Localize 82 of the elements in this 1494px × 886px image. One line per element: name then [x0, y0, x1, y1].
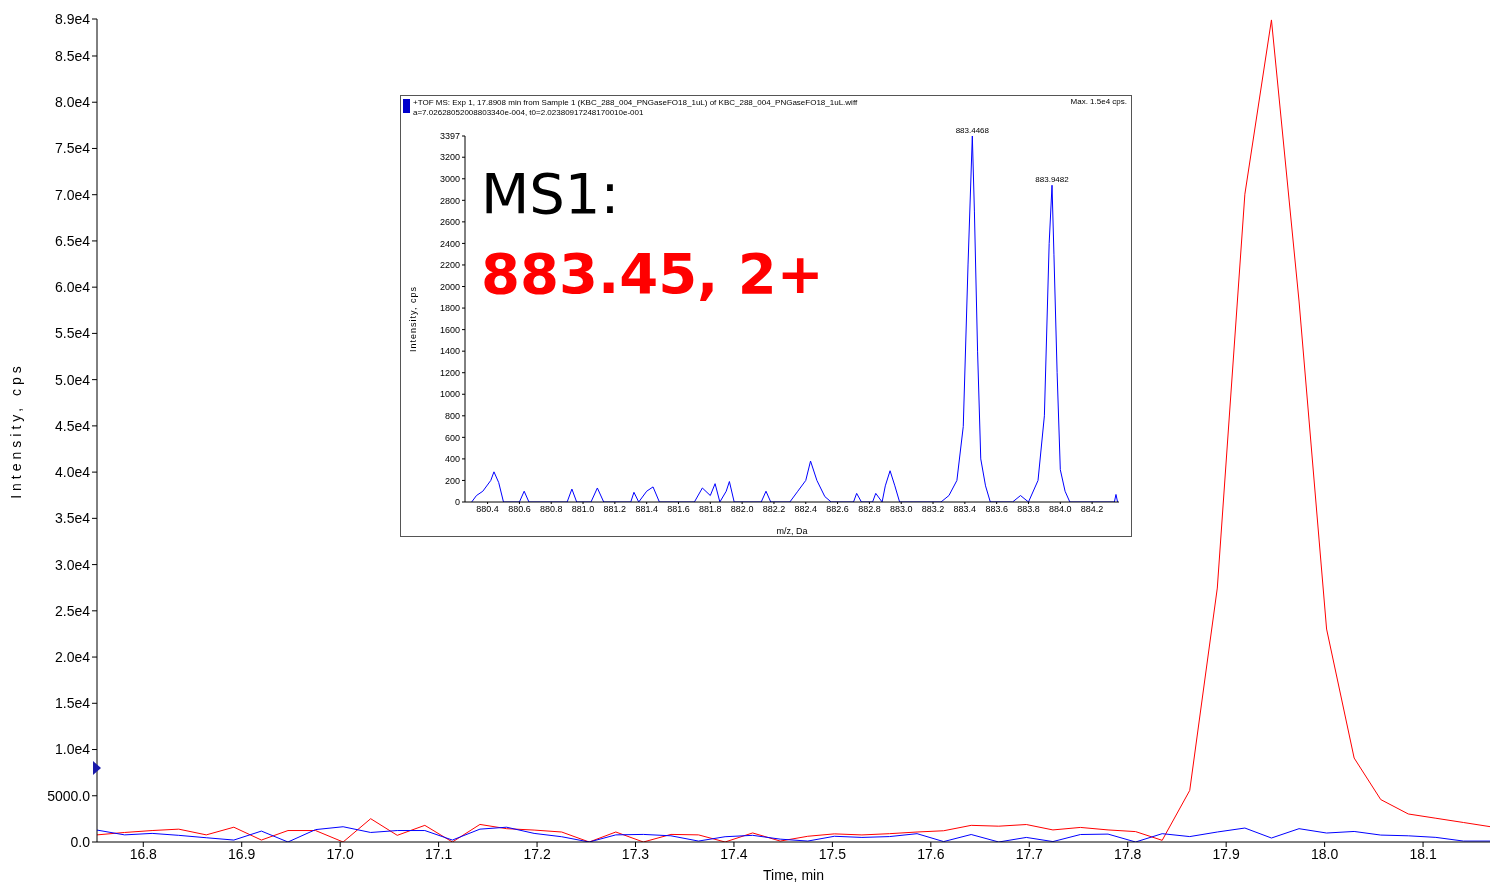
- y-tick-label: 3.5e4: [54, 510, 91, 527]
- y-tick-label: 1600: [439, 324, 460, 335]
- x-tick-label: 17.2: [523, 845, 551, 862]
- y-tick-label: 1400: [439, 346, 460, 357]
- y-tick-label: 4.5e4: [54, 417, 91, 434]
- x-tick-label: 882.8: [858, 504, 881, 515]
- x-tick-label: 882.0: [730, 504, 754, 515]
- annotation: 883.45, 2+: [481, 241, 824, 306]
- y-tick-label: 8.9e4: [54, 10, 91, 27]
- y-tick-label: 5.5e4: [54, 325, 91, 342]
- y-tick-label: 400: [444, 454, 460, 465]
- x-tick-label: 17.8: [1114, 845, 1142, 862]
- y-tick-label: 8.5e4: [54, 47, 91, 64]
- y-axis-title: Intensity, cps: [7, 362, 24, 499]
- annotation: Max. 1.5e4 cps.: [1070, 97, 1127, 106]
- x-tick-label: 881.6: [667, 504, 690, 515]
- y-tick-label: 2.5e4: [54, 602, 91, 619]
- x-tick-label: 882.4: [794, 504, 818, 515]
- y-axis-title: Intensity, cps: [408, 286, 419, 352]
- y-tick-label: 2.0e4: [54, 649, 91, 666]
- y-tick-label: 6.0e4: [54, 279, 91, 296]
- x-tick-label: 17.6: [917, 845, 945, 862]
- x-tick-label: 17.5: [818, 845, 847, 862]
- x-tick-label: 881.2: [603, 504, 627, 515]
- x-tick-label: 17.9: [1212, 845, 1240, 862]
- x-axis-title: m/z, Da: [776, 526, 808, 536]
- x-tick-label: 17.4: [720, 845, 748, 862]
- x-tick-label: 883.8: [1017, 504, 1040, 515]
- chart-title: +TOF MS: Exp 1, 17.8908 min from Sample 1 (KBC_288_004_PNGaseFO18_1uL) of KBC_288_004_PNGaseFO18_1uL.wiff: [413, 98, 858, 108]
- y-tick-label: 3200: [439, 152, 460, 163]
- x-tick-label: 884.2: [1080, 504, 1104, 515]
- y-tick-label: 2200: [439, 260, 460, 271]
- x-tick-label: 883.2: [921, 504, 945, 515]
- x-tick-label: 881.4: [635, 504, 658, 515]
- x-tick-label: 880.8: [539, 504, 563, 515]
- y-tick-label: 6.5e4: [54, 232, 91, 249]
- y-tick-label: 0: [454, 497, 460, 508]
- x-tick-label: 880.4: [476, 504, 499, 515]
- y-tick-label: 800: [444, 411, 460, 421]
- x-tick-label: 16.9: [228, 845, 256, 862]
- x-tick-label: 880.6: [508, 504, 531, 515]
- y-tick-label: 5000.0: [47, 787, 91, 804]
- y-tick-label: 3000: [439, 173, 460, 184]
- x-tick-label: 882.2: [762, 504, 786, 515]
- y-tick-label: 2600: [439, 217, 460, 228]
- y-tick-label: 7.0e4: [54, 186, 91, 203]
- y-tick-label: 2800: [439, 195, 460, 206]
- x-tick-label: 882.6: [826, 504, 849, 515]
- x-tick-label: 17.0: [326, 845, 354, 862]
- y-tick-label: 200: [444, 475, 460, 486]
- annotation: MS1:: [481, 161, 620, 226]
- x-tick-label: 17.1: [424, 845, 453, 862]
- x-tick-label: 17.3: [621, 845, 650, 862]
- y-tick-label: 1000: [439, 389, 460, 400]
- y-tick-label: 2000: [439, 281, 460, 292]
- y-tick-label: 1.0e4: [54, 741, 91, 758]
- x-tick-label: 18.1: [1409, 845, 1437, 862]
- x-tick-label: 883.0: [889, 504, 913, 515]
- x-tick-label: 883.6: [985, 504, 1008, 515]
- annotation: 883.9482: [1035, 175, 1070, 185]
- x-axis-title: Time, min: [763, 867, 824, 883]
- x-tick-label: 17.7: [1015, 845, 1044, 862]
- x-tick-label: 18.0: [1310, 845, 1339, 862]
- y-tick-label: 0.0: [70, 833, 91, 850]
- y-tick-label: 3.0e4: [54, 556, 91, 573]
- x-tick-label: 881.8: [699, 504, 722, 515]
- x-tick-label: 881.0: [571, 504, 595, 515]
- chart-subtitle: a=7.02628052008803340e-004, t0=2.02380917248170010e-001: [413, 108, 645, 118]
- x-tick-label: 16.8: [129, 845, 158, 862]
- annotation: 883.4468: [955, 126, 990, 135]
- y-tick-label: 3397: [439, 131, 460, 142]
- y-tick-label: 7.5e4: [54, 140, 91, 157]
- y-tick-label: 600: [444, 432, 460, 443]
- y-tick-label: 4.0e4: [54, 464, 91, 481]
- x-tick-label: 883.4: [953, 504, 977, 515]
- y-tick-label: 8.0e4: [54, 94, 91, 111]
- y-tick-label: 1.5e4: [54, 695, 91, 712]
- y-tick-label: 1200: [439, 367, 460, 378]
- y-tick-label: 2400: [439, 238, 460, 249]
- y-tick-label: 5.0e4: [54, 371, 91, 388]
- y-tick-label: 1800: [439, 303, 460, 314]
- x-tick-label: 884.0: [1049, 504, 1072, 515]
